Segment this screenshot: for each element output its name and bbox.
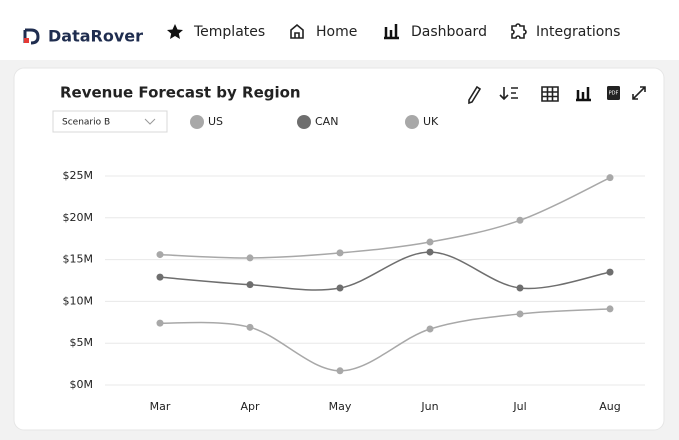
series-line (159, 251, 611, 291)
nav-home[interactable]: Home (290, 23, 357, 40)
data-point[interactable] (156, 273, 164, 281)
chart-icon[interactable] (576, 87, 591, 102)
legend-label[interactable]: CAN (315, 115, 338, 128)
data-point[interactable] (336, 249, 344, 257)
pdf-body (607, 86, 620, 100)
legend-label[interactable]: UK (423, 115, 439, 128)
data-point[interactable] (156, 251, 164, 259)
legend-label[interactable]: US (208, 115, 223, 128)
y-tick-label: $25M (63, 169, 94, 182)
nav-item: Dashboard (411, 24, 487, 40)
data-point[interactable] (516, 310, 524, 318)
logo-accent (24, 38, 29, 43)
y-tick-label: $5M (70, 336, 94, 349)
nav-templates[interactable]: Templates (167, 24, 265, 40)
x-tick-label: Aug (599, 400, 620, 413)
star-icon (167, 24, 183, 39)
select-caret (144, 118, 156, 125)
x-tick-label: Jun (420, 400, 438, 413)
bar-icon (384, 24, 399, 40)
x-tick-label: Jul (512, 400, 526, 413)
x-tick-label: Mar (150, 400, 171, 413)
y-tick-label: $10M (63, 294, 94, 307)
chart-card (13, 67, 665, 431)
data-point[interactable] (606, 305, 614, 313)
x-tick-label: May (329, 400, 352, 413)
brand: DataRover (48, 27, 143, 46)
home-icon (290, 23, 304, 39)
data-point[interactable] (246, 323, 254, 331)
data-point[interactable] (336, 284, 344, 292)
pdf-label: PDF (609, 91, 619, 97)
nav-integrations[interactable]: Integrations (511, 23, 620, 40)
data-point[interactable] (426, 238, 434, 246)
data-point[interactable] (516, 216, 524, 224)
data-point[interactable] (426, 325, 434, 333)
table-icon[interactable] (541, 86, 559, 102)
y-tick-label: $0M (70, 378, 94, 391)
series-line (159, 176, 611, 259)
nav-dashboard[interactable]: Dashboard (384, 24, 487, 40)
data-point[interactable] (246, 281, 254, 289)
puzzle-icon (511, 23, 527, 39)
select-value: Scenario B (62, 118, 110, 128)
nav-item: Templates (193, 24, 265, 40)
legend-swatch[interactable] (405, 115, 419, 129)
nav-item: Home (316, 24, 357, 40)
data-point[interactable] (606, 174, 614, 182)
logo[interactable]: DataRover (23, 27, 143, 46)
pdf-icon[interactable]: PDF (607, 86, 620, 100)
data-point[interactable] (606, 268, 614, 276)
data-point[interactable] (246, 254, 254, 262)
legend-swatch[interactable] (190, 115, 204, 129)
scenario-select[interactable]: Scenario B (52, 110, 168, 133)
chart-title: Revenue Forecast by Region (60, 84, 301, 102)
expand-icon[interactable] (632, 86, 646, 100)
select-box (52, 110, 168, 133)
y-tick-label: $20M (63, 211, 94, 224)
data-point[interactable] (516, 284, 524, 292)
legend-swatch[interactable] (297, 115, 311, 129)
edit-icon[interactable] (468, 85, 482, 105)
sort-icon[interactable] (499, 87, 518, 101)
data-point[interactable] (156, 319, 164, 327)
y-tick-label: $15M (63, 253, 94, 266)
toolbar: PDF (468, 85, 646, 105)
series-line (159, 308, 611, 372)
data-point[interactable] (336, 367, 344, 375)
nav-bar (0, 0, 679, 60)
x-tick-label: Apr (240, 400, 260, 413)
data-point[interactable] (426, 248, 434, 256)
nav-item: Integrations (536, 24, 620, 40)
